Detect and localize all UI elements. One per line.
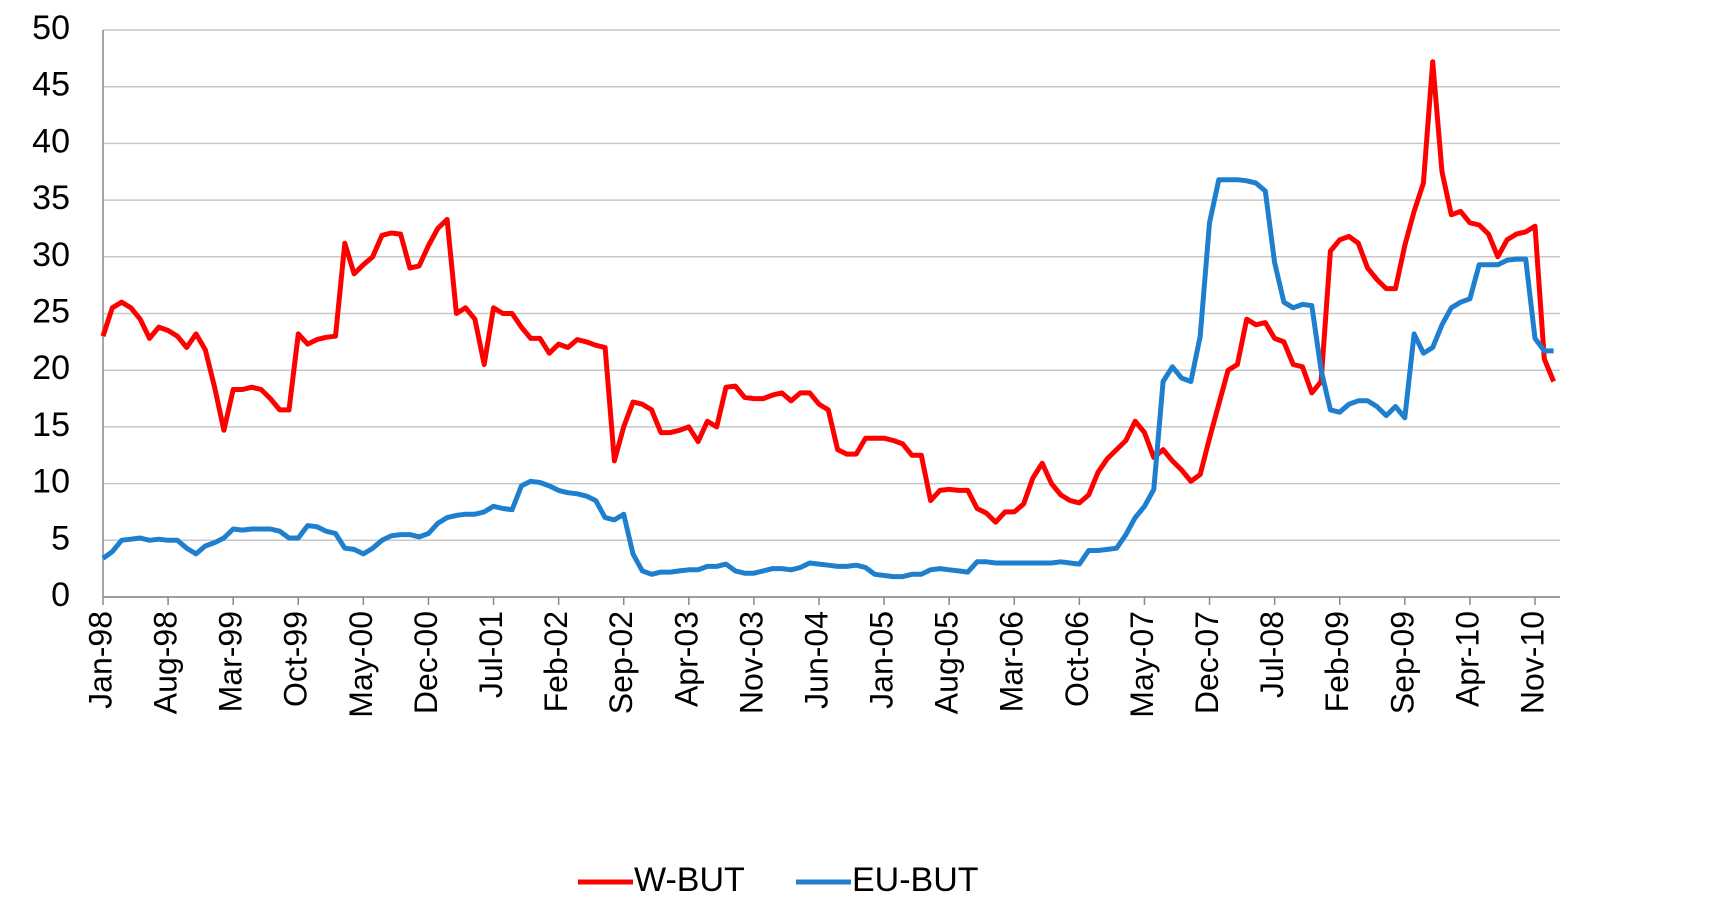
x-tick-label: Sep-02 bbox=[603, 611, 639, 714]
x-tick-label: May-07 bbox=[1124, 611, 1160, 718]
x-tick-label: Feb-09 bbox=[1319, 611, 1355, 712]
x-tick-label: Dec-00 bbox=[408, 611, 444, 714]
x-tick-label: Dec-07 bbox=[1189, 611, 1225, 714]
x-tick-label: Oct-99 bbox=[278, 611, 314, 707]
x-tick-label: Jun-04 bbox=[798, 611, 834, 709]
y-tick-label: 25 bbox=[32, 292, 70, 330]
y-tick-label: 50 bbox=[32, 9, 70, 47]
x-tick-label: Nov-10 bbox=[1514, 611, 1550, 714]
x-tick-label: Mar-06 bbox=[994, 611, 1030, 712]
x-tick-label: Jan-05 bbox=[864, 611, 900, 709]
legend-label: EU-BUT bbox=[852, 861, 979, 899]
x-tick-label: Apr-10 bbox=[1449, 611, 1485, 707]
x-tick-label: Feb-02 bbox=[538, 611, 574, 712]
x-tick-label: Nov-03 bbox=[733, 611, 769, 714]
y-tick-label: 5 bbox=[51, 519, 70, 557]
x-tick-label: Mar-99 bbox=[213, 611, 249, 712]
series-line bbox=[101, 177, 1554, 580]
y-tick-label: 10 bbox=[32, 463, 70, 501]
x-tick-label: Jul-01 bbox=[473, 611, 509, 698]
y-tick-label: 15 bbox=[32, 406, 70, 444]
series-line bbox=[100, 59, 1556, 525]
x-tick-label: Oct-06 bbox=[1059, 611, 1095, 707]
x-tick-label: Aug-98 bbox=[148, 611, 184, 714]
y-tick-label: 35 bbox=[32, 179, 70, 217]
y-tick-label: 40 bbox=[32, 122, 70, 160]
x-tick-label: Apr-03 bbox=[668, 611, 704, 707]
x-tick-label: Jul-08 bbox=[1254, 611, 1290, 698]
x-tick-label: Jan-98 bbox=[82, 611, 118, 709]
x-tick-label: May-00 bbox=[343, 611, 379, 718]
y-tick-label: 0 bbox=[51, 576, 70, 614]
x-tick-label: Aug-05 bbox=[929, 611, 965, 714]
y-tick-label: 45 bbox=[32, 66, 70, 104]
x-tick-label: Sep-09 bbox=[1384, 611, 1420, 714]
legend-label: W-BUT bbox=[634, 861, 745, 899]
y-tick-label: 30 bbox=[32, 236, 70, 274]
y-tick-label: 20 bbox=[32, 349, 70, 387]
